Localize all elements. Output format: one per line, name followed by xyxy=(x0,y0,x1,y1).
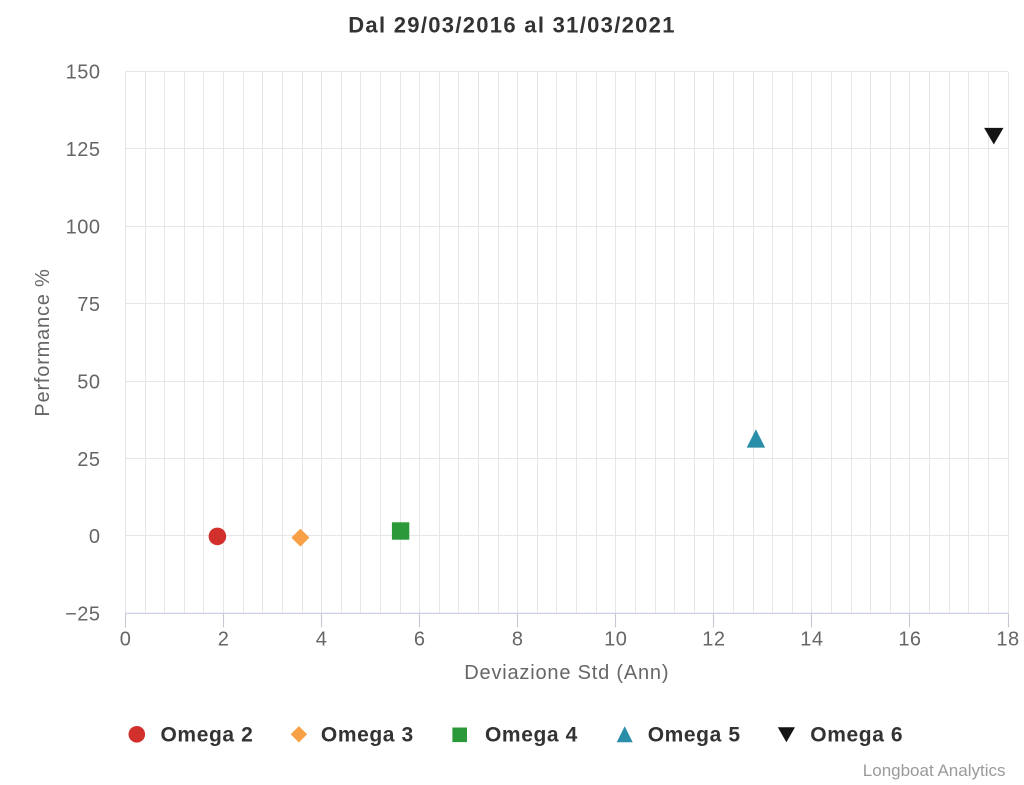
svg-text:25: 25 xyxy=(77,449,100,471)
svg-text:150: 150 xyxy=(66,62,101,84)
svg-text:Performance %: Performance % xyxy=(32,268,54,416)
svg-text:10: 10 xyxy=(604,629,627,651)
svg-text:16: 16 xyxy=(898,629,921,651)
svg-text:12: 12 xyxy=(702,629,725,651)
svg-text:50: 50 xyxy=(77,371,100,393)
svg-text:Longboat Analytics: Longboat Analytics xyxy=(863,761,1006,780)
svg-text:100: 100 xyxy=(66,217,101,239)
svg-text:Deviazione Std (Ann): Deviazione Std (Ann) xyxy=(464,662,669,684)
svg-text:2: 2 xyxy=(218,629,230,651)
svg-text:0: 0 xyxy=(120,629,132,651)
svg-text:Omega 6: Omega 6 xyxy=(810,724,903,747)
svg-text:14: 14 xyxy=(800,629,823,651)
svg-text:4: 4 xyxy=(316,629,328,651)
svg-text:0: 0 xyxy=(89,526,101,548)
svg-text:Omega 4: Omega 4 xyxy=(485,724,578,747)
svg-text:Omega 3: Omega 3 xyxy=(321,724,414,747)
svg-text:−25: −25 xyxy=(65,604,100,626)
svg-text:Omega 5: Omega 5 xyxy=(648,724,741,747)
svg-text:Omega 2: Omega 2 xyxy=(161,724,254,747)
svg-text:6: 6 xyxy=(414,629,426,651)
svg-text:8: 8 xyxy=(512,629,524,651)
svg-text:125: 125 xyxy=(66,139,101,161)
svg-text:75: 75 xyxy=(77,294,100,316)
svg-text:Dal 29/03/2016 al 31/03/2021: Dal 29/03/2016 al 31/03/2021 xyxy=(348,13,676,38)
svg-text:18: 18 xyxy=(996,629,1019,651)
